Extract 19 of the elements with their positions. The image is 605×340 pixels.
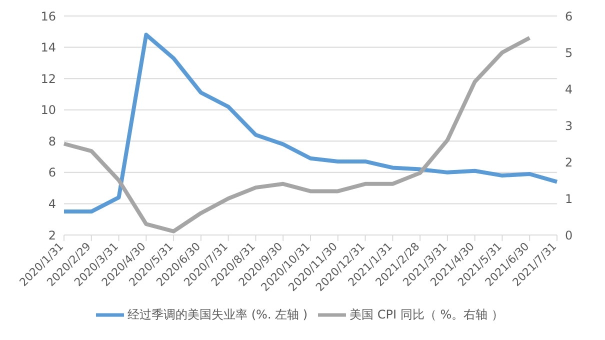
y-tick-label: 14 [40, 40, 56, 55]
y2-tick-label: 4 [565, 82, 573, 96]
line-series [62, 36, 532, 234]
y2-tick-label: 1 [565, 192, 573, 206]
y-tick-label: 10 [40, 103, 56, 118]
y2-tick-label: 0 [565, 228, 573, 242]
legend-label: 经过季调的美国失业率 (%. 左轴 ) [128, 307, 308, 322]
y-tick-label: 16 [40, 9, 56, 24]
y-tick-label: 2 [48, 228, 56, 242]
legend-label: 美国 CPI 同比（ %。右轴 ） [350, 307, 504, 322]
y2-tick-label: 6 [565, 9, 573, 24]
y-tick-label: 4 [48, 196, 56, 211]
y-tick-label: 12 [40, 72, 56, 86]
y-tick-label: 6 [48, 166, 56, 180]
y2-tick-label: 2 [565, 155, 573, 170]
line-series [62, 32, 559, 214]
y-tick-label: 8 [48, 134, 56, 148]
y2-tick-label: 3 [565, 118, 573, 133]
y2-tick-label: 5 [565, 46, 573, 60]
